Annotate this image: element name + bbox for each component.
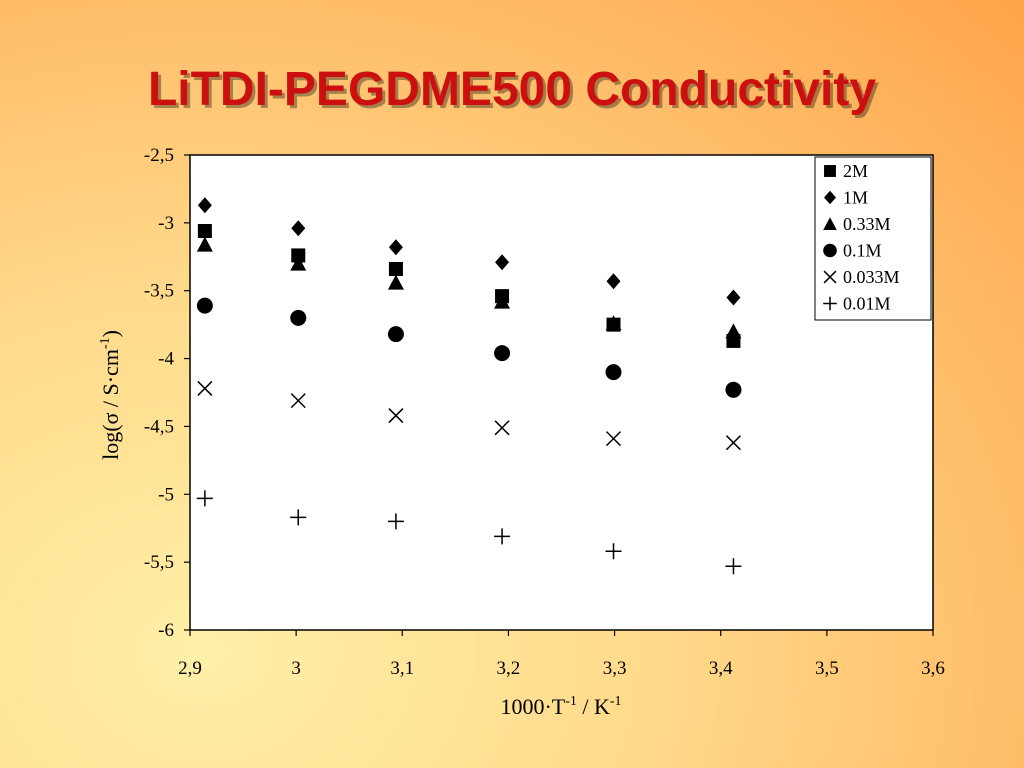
data-point-triangle — [725, 323, 742, 339]
slide-title: LiTDI-PEGDME500 Conductivity — [147, 63, 877, 116]
data-point-diamond — [291, 220, 306, 237]
data-point-triangle — [196, 236, 213, 252]
x-tick-label: 3,4 — [709, 658, 733, 679]
data-point-plus — [494, 528, 511, 545]
legend-marker-plus — [823, 296, 837, 311]
data-point-diamond — [495, 254, 510, 271]
legend-label: 2M — [843, 161, 868, 181]
legend-marker-circle — [823, 243, 837, 258]
y-tick-label: -5,5 — [144, 552, 174, 573]
y-tick-label: -5 — [158, 484, 174, 505]
data-point-plus — [290, 509, 307, 526]
data-point-x — [605, 431, 622, 447]
data-point-x — [197, 380, 213, 396]
legend-label: 1M — [843, 188, 868, 208]
data-point-circle — [290, 309, 307, 326]
data-point-circle — [725, 381, 742, 398]
data-point-circle — [605, 364, 622, 381]
data-point-plus — [605, 543, 622, 560]
data-point-diamond — [197, 197, 212, 214]
data-point-plus — [196, 490, 213, 507]
data-point-triangle — [605, 315, 622, 331]
data-point-x — [290, 393, 306, 409]
y-tick-label: -6 — [158, 620, 174, 641]
legend: 2M 1M 0.33M 0.1M 0.033M 0.01M — [814, 156, 932, 321]
legend-marker-square — [824, 165, 836, 177]
data-point-square — [197, 224, 212, 238]
y-tick-label: -4,5 — [144, 416, 174, 437]
data-point-diamond — [726, 289, 741, 306]
data-point-x — [388, 408, 404, 424]
legend-marker-x — [823, 270, 837, 284]
x-tick-label: 3,6 — [921, 658, 945, 679]
x-tick-label: 3,3 — [603, 658, 627, 679]
x-tick-label: 2,9 — [178, 658, 202, 679]
series-0.1M — [196, 297, 742, 398]
legend-label: 0.01M — [843, 294, 891, 314]
data-marks — [196, 197, 742, 575]
y-tick-label: -3,5 — [144, 281, 174, 302]
y-axis-title: log(σ / S·cm-1) — [98, 330, 123, 460]
data-point-circle — [494, 345, 511, 362]
series-0.033M — [197, 380, 741, 451]
x-axis-title: 1000·T-1 / K-1 — [500, 694, 621, 719]
data-point-triangle — [494, 293, 511, 309]
axes: 2,9 3 3,1 3,2 3,3 3,4 3,5 3,6 -2,5 -3 -3,5 -4 -4,5 -5… — [144, 145, 945, 679]
legend-label: 0.1M — [843, 241, 882, 261]
series-0.01M — [196, 490, 742, 575]
data-point-circle — [387, 326, 404, 343]
legend-box — [814, 156, 932, 321]
data-point-triangle — [387, 274, 404, 290]
data-point-square — [291, 248, 306, 263]
legend-label: 0.033M — [843, 267, 900, 287]
legend-marker-triangle — [823, 217, 837, 230]
plot-area — [189, 154, 934, 631]
data-point-square — [388, 262, 403, 276]
legend-marker-diamond — [824, 190, 836, 205]
data-point-triangle — [290, 255, 307, 271]
x-tick-label: 3,5 — [815, 658, 839, 679]
data-point-diamond — [388, 239, 403, 256]
data-point-x — [494, 420, 510, 436]
axis-titles: 1000·T-1 / K-1 log(σ / S·cm-1) — [98, 330, 622, 719]
y-tick-label: -4 — [158, 349, 174, 370]
series-0.33M — [196, 236, 742, 339]
legend-label: 0.33M — [843, 214, 891, 234]
y-tick-label: -2,5 — [144, 145, 174, 166]
data-point-plus — [725, 558, 742, 575]
x-tick-label: 3,1 — [390, 658, 414, 679]
data-point-x — [725, 435, 741, 451]
data-point-diamond — [606, 273, 621, 290]
x-tick-label: 3,2 — [497, 658, 521, 679]
y-tick-label: -3 — [158, 213, 174, 234]
series-1M — [197, 197, 741, 306]
x-tick-label: 3 — [291, 658, 301, 679]
data-point-circle — [196, 297, 213, 314]
data-point-plus — [387, 513, 404, 530]
